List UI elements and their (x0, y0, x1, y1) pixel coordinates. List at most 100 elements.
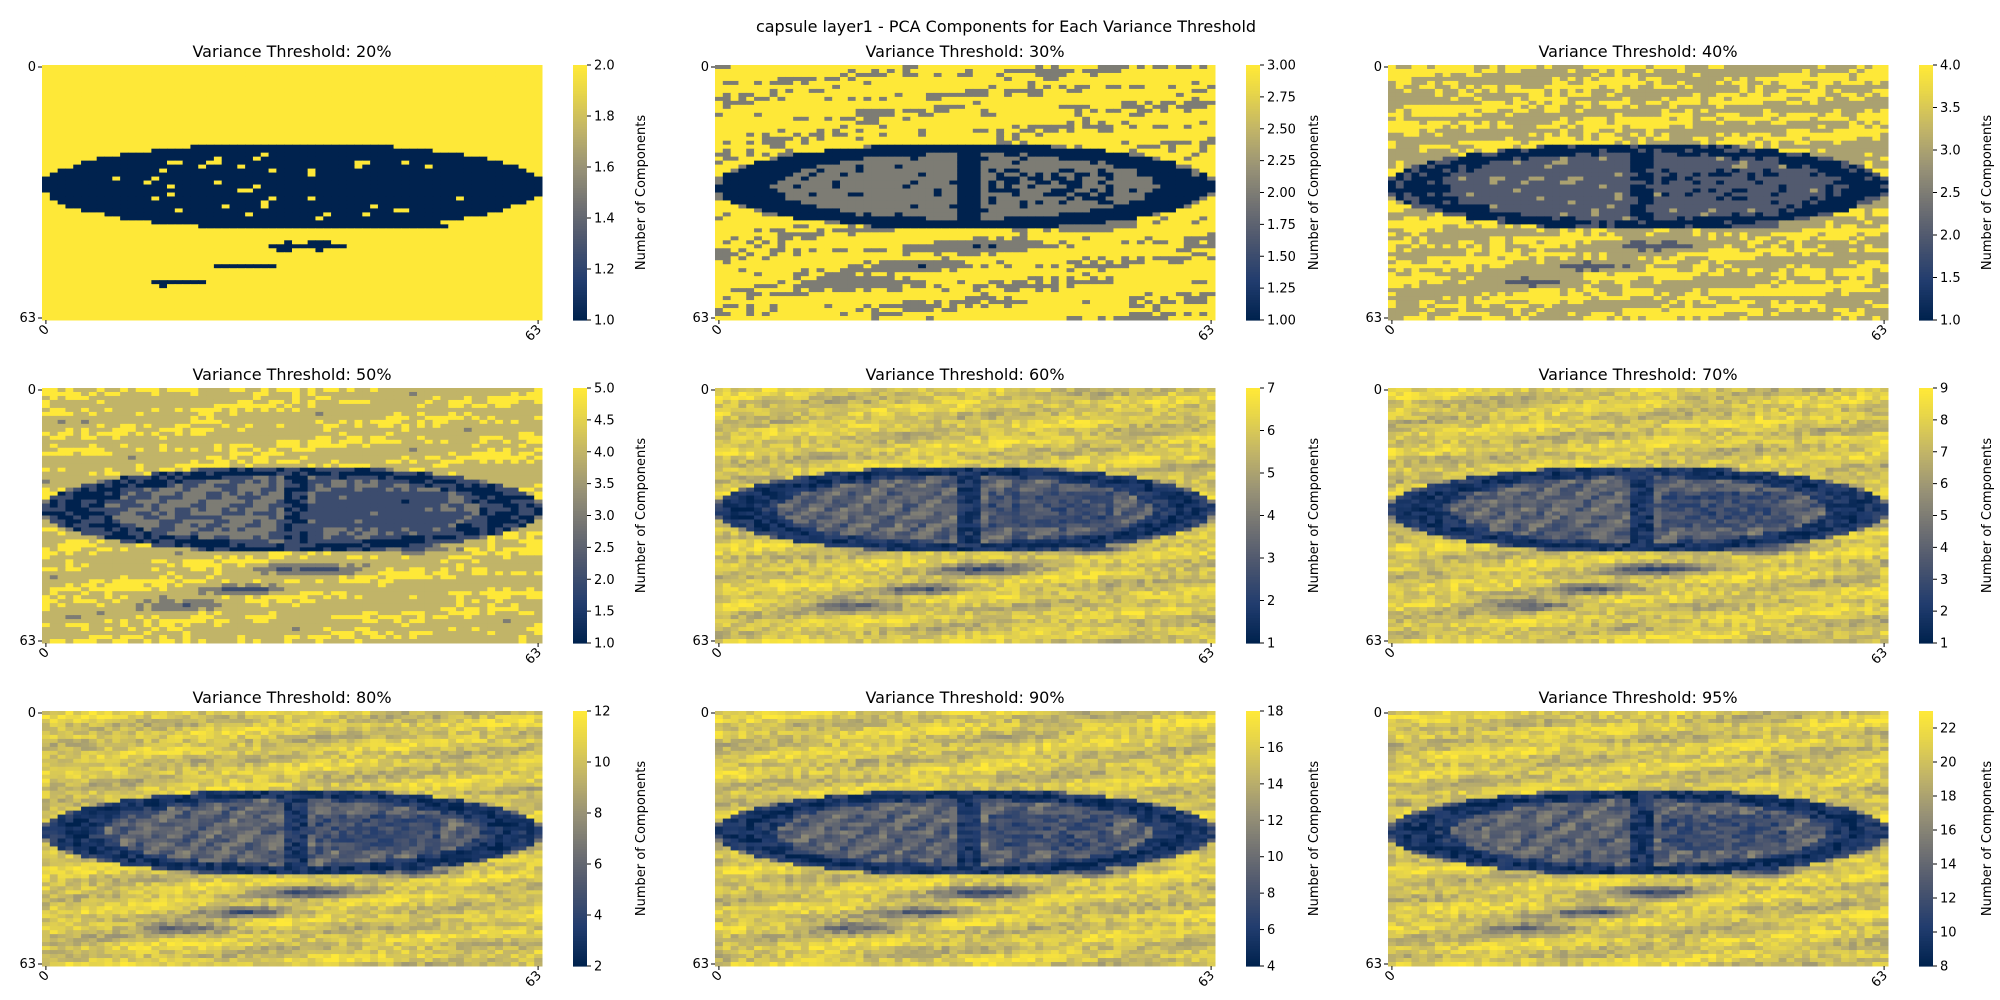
heatmap-cell (425, 89, 433, 93)
heatmap-cell (206, 109, 214, 113)
heatmap-cell (81, 85, 89, 89)
heatmap-cell (261, 77, 269, 81)
heatmap-cell (167, 85, 175, 89)
heatmap-cell (261, 89, 269, 93)
heatmap-cell (472, 77, 480, 81)
heatmap-cell (42, 97, 50, 101)
heatmap-cell (144, 97, 152, 101)
heatmap-cell (97, 97, 105, 101)
heatmap-cell (386, 77, 394, 81)
heatmap-cell (65, 89, 73, 93)
heatmap-cell (128, 93, 136, 97)
heatmap-cell (50, 85, 58, 89)
heatmap-cell (269, 93, 277, 97)
heatmap-cell (378, 93, 386, 97)
heatmap-cell (448, 101, 456, 105)
heatmap-cell (503, 101, 511, 105)
heatmap-cell (112, 65, 120, 69)
heatmap-cell (448, 105, 456, 109)
heatmap-cell (65, 93, 73, 97)
heatmap-cell (222, 77, 230, 81)
heatmap-cell (97, 73, 105, 77)
heatmap-cell (284, 65, 292, 69)
heatmap-cell (433, 85, 441, 89)
heatmap-cell (190, 65, 198, 69)
heatmap-cell (511, 85, 519, 89)
heatmap-cell (128, 101, 136, 105)
heatmap-cell (347, 77, 355, 81)
heatmap-cell (526, 73, 534, 77)
heatmap-cells (42, 65, 543, 321)
heatmap-cell (495, 85, 503, 89)
heatmap-cell (230, 81, 238, 85)
heatmap-cell (487, 73, 495, 77)
heatmap-cell (409, 81, 417, 85)
heatmap-cell (526, 69, 534, 73)
heatmap-cell (159, 93, 167, 97)
heatmap-cell (120, 89, 128, 93)
heatmap-cell (315, 65, 323, 69)
heatmap-cell (97, 65, 105, 69)
heatmap-cell (386, 105, 394, 109)
heatmap-cell (81, 81, 89, 85)
heatmap-cell (175, 89, 183, 93)
heatmap-cell (167, 105, 175, 109)
heatmap-cell (362, 85, 370, 89)
heatmap-cell (526, 77, 534, 81)
heatmap-cell (308, 77, 316, 81)
heatmap-cell (245, 101, 253, 105)
heatmap-cell (105, 109, 113, 113)
heatmap-cell (50, 81, 58, 85)
heatmap-cell (331, 97, 339, 101)
heatmap-cell (292, 85, 300, 89)
heatmap-cell (292, 73, 300, 77)
heatmap-cell (448, 73, 456, 77)
heatmap-cell (73, 77, 81, 81)
heatmap-cell (464, 69, 472, 73)
heatmap-cell (472, 93, 480, 97)
heatmap-cell (245, 105, 253, 109)
heatmap-cell (50, 69, 58, 73)
heatmap-cell (472, 97, 480, 101)
heatmap-cell (214, 69, 222, 73)
heatmap-cell (175, 77, 183, 81)
heatmap-cell (120, 69, 128, 73)
heatmap-cell (105, 89, 113, 93)
heatmap-cell (409, 69, 417, 73)
heatmap-cell (534, 69, 542, 73)
heatmap-cell (480, 65, 488, 69)
heatmap-cell (261, 101, 269, 105)
heatmap-cell (370, 97, 378, 101)
heatmap-cell (487, 101, 495, 105)
heatmap-cell (519, 73, 527, 77)
heatmap-cell (42, 105, 50, 109)
heatmap-cell (105, 97, 113, 101)
heatmap-cell (81, 89, 89, 93)
heatmap-cell (394, 81, 402, 85)
heatmap-cell (73, 69, 81, 73)
heatmap-cell (315, 85, 323, 89)
heatmap-cell (65, 109, 73, 113)
heatmap-cell (323, 81, 331, 85)
heatmap-cell (151, 97, 159, 101)
heatmap-cell (503, 81, 511, 85)
heatmap-cell (120, 101, 128, 105)
heatmap-cell (230, 77, 238, 81)
heatmap-cell (472, 89, 480, 93)
heatmap-cell (417, 65, 425, 69)
heatmap-cell (362, 101, 370, 105)
heatmap-cell (253, 89, 261, 93)
heatmap-cell (151, 77, 159, 81)
heatmap-cell (487, 93, 495, 97)
heatmap-cell (417, 93, 425, 97)
heatmap-cell (339, 101, 347, 105)
heatmap-cell (347, 93, 355, 97)
heatmap-cell (89, 105, 97, 109)
heatmap-cell (128, 65, 136, 69)
heatmap-cell (136, 65, 144, 69)
heatmap-cell (276, 85, 284, 89)
heatmap-cell (167, 89, 175, 93)
heatmap-cell (323, 109, 331, 113)
heatmap-cell (534, 81, 542, 85)
